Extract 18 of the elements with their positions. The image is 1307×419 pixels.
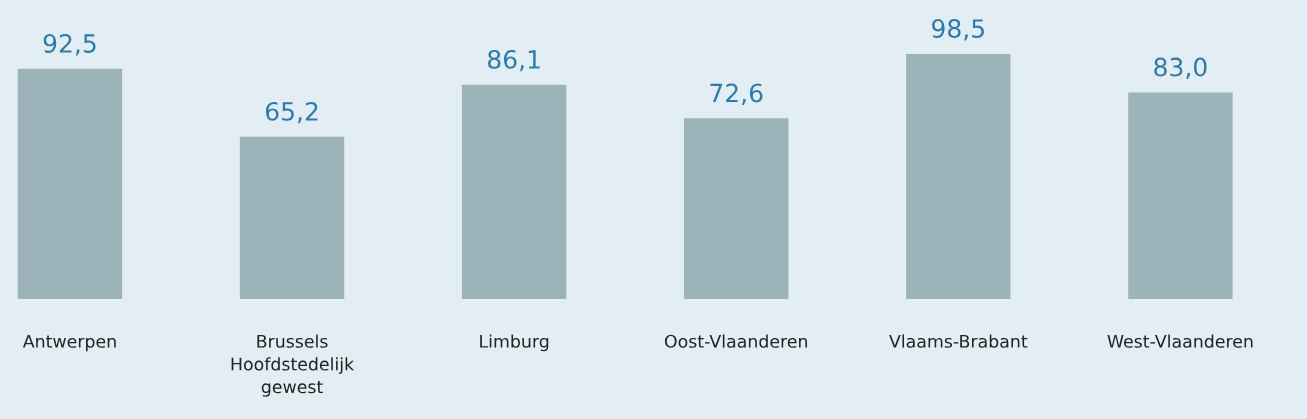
bar xyxy=(239,136,345,299)
data-label: 65,2 xyxy=(265,101,318,124)
data-label: 83,0 xyxy=(1154,57,1207,80)
x-tick-label: Oost-Vlaanderen xyxy=(664,334,807,348)
data-label: 86,1 xyxy=(488,49,540,72)
x-tick-label: Limburg xyxy=(480,334,549,352)
data-label: 98,5 xyxy=(932,19,984,41)
bar xyxy=(684,118,789,299)
x-tick-label: Vlaams-Brabant xyxy=(889,334,1028,348)
bar xyxy=(17,68,123,299)
bar xyxy=(1128,92,1233,299)
bar xyxy=(906,53,1011,299)
data-label: 72,6 xyxy=(710,83,763,105)
x-tick-label: Antwerpen xyxy=(22,334,116,352)
data-label: 92,5 xyxy=(43,33,96,56)
bar xyxy=(461,84,567,299)
x-tick-label: Brussels Hoofdstedelijk gewest xyxy=(231,334,355,397)
x-tick-label: West-Vlaanderen xyxy=(1107,334,1253,348)
